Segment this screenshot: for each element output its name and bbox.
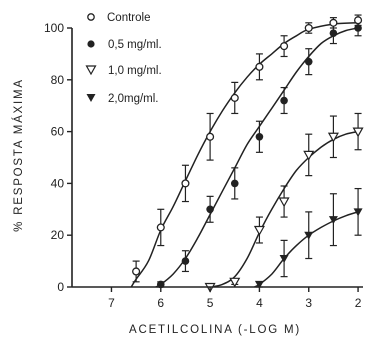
data-point-controle xyxy=(156,223,165,232)
x-axis-ticks: 7 6 5 4 3 2 xyxy=(108,287,362,310)
data-point-2-0mg-ml xyxy=(254,280,264,289)
y-tick-label: 100 xyxy=(44,21,64,35)
data-point-controle xyxy=(280,42,289,51)
x-tick-label: 4 xyxy=(256,296,263,310)
error-bars xyxy=(132,14,362,288)
x-tick-label: 5 xyxy=(207,296,214,310)
data-point-1-0-mg-ml xyxy=(229,277,241,288)
y-tick-label: 20 xyxy=(51,228,65,242)
data-point-controle xyxy=(230,93,239,102)
data-point-controle xyxy=(255,62,264,71)
y-tick-label: 60 xyxy=(51,125,65,139)
data-point-controle xyxy=(181,179,190,188)
data-point-2-0mg-ml xyxy=(304,231,314,240)
fitted-curves xyxy=(130,22,359,288)
y-tick-label: 80 xyxy=(51,73,65,87)
curve-2-0mg-ml xyxy=(254,211,359,288)
y-axis-ticks: 0 20 40 60 80 100 xyxy=(44,21,72,294)
data-point-0-5-mg-ml xyxy=(255,132,264,141)
legend-label-controle: Controle xyxy=(107,12,150,24)
data-points xyxy=(132,16,364,293)
data-point-controle xyxy=(329,18,338,27)
legend: Controle 0,5 mg/ml. 1,0 mg/ml. 2,0mg/ml. xyxy=(85,12,162,105)
y-axis-label: % RESPOSTA MÁXIMA xyxy=(12,78,25,232)
legend-marker-0-5 xyxy=(87,40,95,48)
legend-marker-2-0 xyxy=(86,94,96,102)
data-point-controle xyxy=(304,23,313,33)
x-tick-label: 6 xyxy=(157,296,164,310)
data-point-1-0-mg-ml xyxy=(278,197,290,208)
data-point-controle xyxy=(354,16,363,25)
data-point-0-5-mg-ml xyxy=(230,179,239,188)
data-point-controle xyxy=(206,132,215,141)
data-point-2-0mg-ml xyxy=(328,216,338,225)
data-point-0-5-mg-ml xyxy=(304,57,313,66)
data-point-2-0mg-ml xyxy=(353,208,363,217)
x-tick-label: 2 xyxy=(355,296,362,310)
data-point-1-0-mg-ml xyxy=(303,150,315,161)
data-point-2-0mg-ml xyxy=(279,255,289,264)
x-axis-label: ACETILCOLINA (-LOG M) xyxy=(129,324,301,336)
legend-label-1-0: 1,0 mg/ml. xyxy=(108,65,162,77)
x-tick-label: 7 xyxy=(108,296,115,310)
data-point-controle xyxy=(132,267,141,276)
legend-label-0-5: 0,5 mg/ml. xyxy=(108,39,162,51)
y-tick-label: 40 xyxy=(51,176,65,190)
data-point-0-5-mg-ml xyxy=(354,24,362,32)
legend-marker-1-0 xyxy=(85,65,97,76)
data-point-0-5-mg-ml xyxy=(280,96,288,105)
data-point-0-5-mg-ml xyxy=(181,257,190,265)
data-point-1-0-mg-ml xyxy=(352,127,364,138)
legend-marker-controle xyxy=(87,13,95,21)
data-point-0-5-mg-ml xyxy=(206,205,214,214)
legend-label-2-0: 2,0mg/ml. xyxy=(108,93,159,105)
y-tick-label: 0 xyxy=(57,280,64,294)
data-point-1-0-mg-ml xyxy=(253,225,265,236)
x-tick-label: 3 xyxy=(305,296,312,310)
data-point-0-5-mg-ml xyxy=(329,29,338,37)
curve-controle xyxy=(130,22,359,288)
data-point-1-0-mg-ml xyxy=(327,132,339,143)
